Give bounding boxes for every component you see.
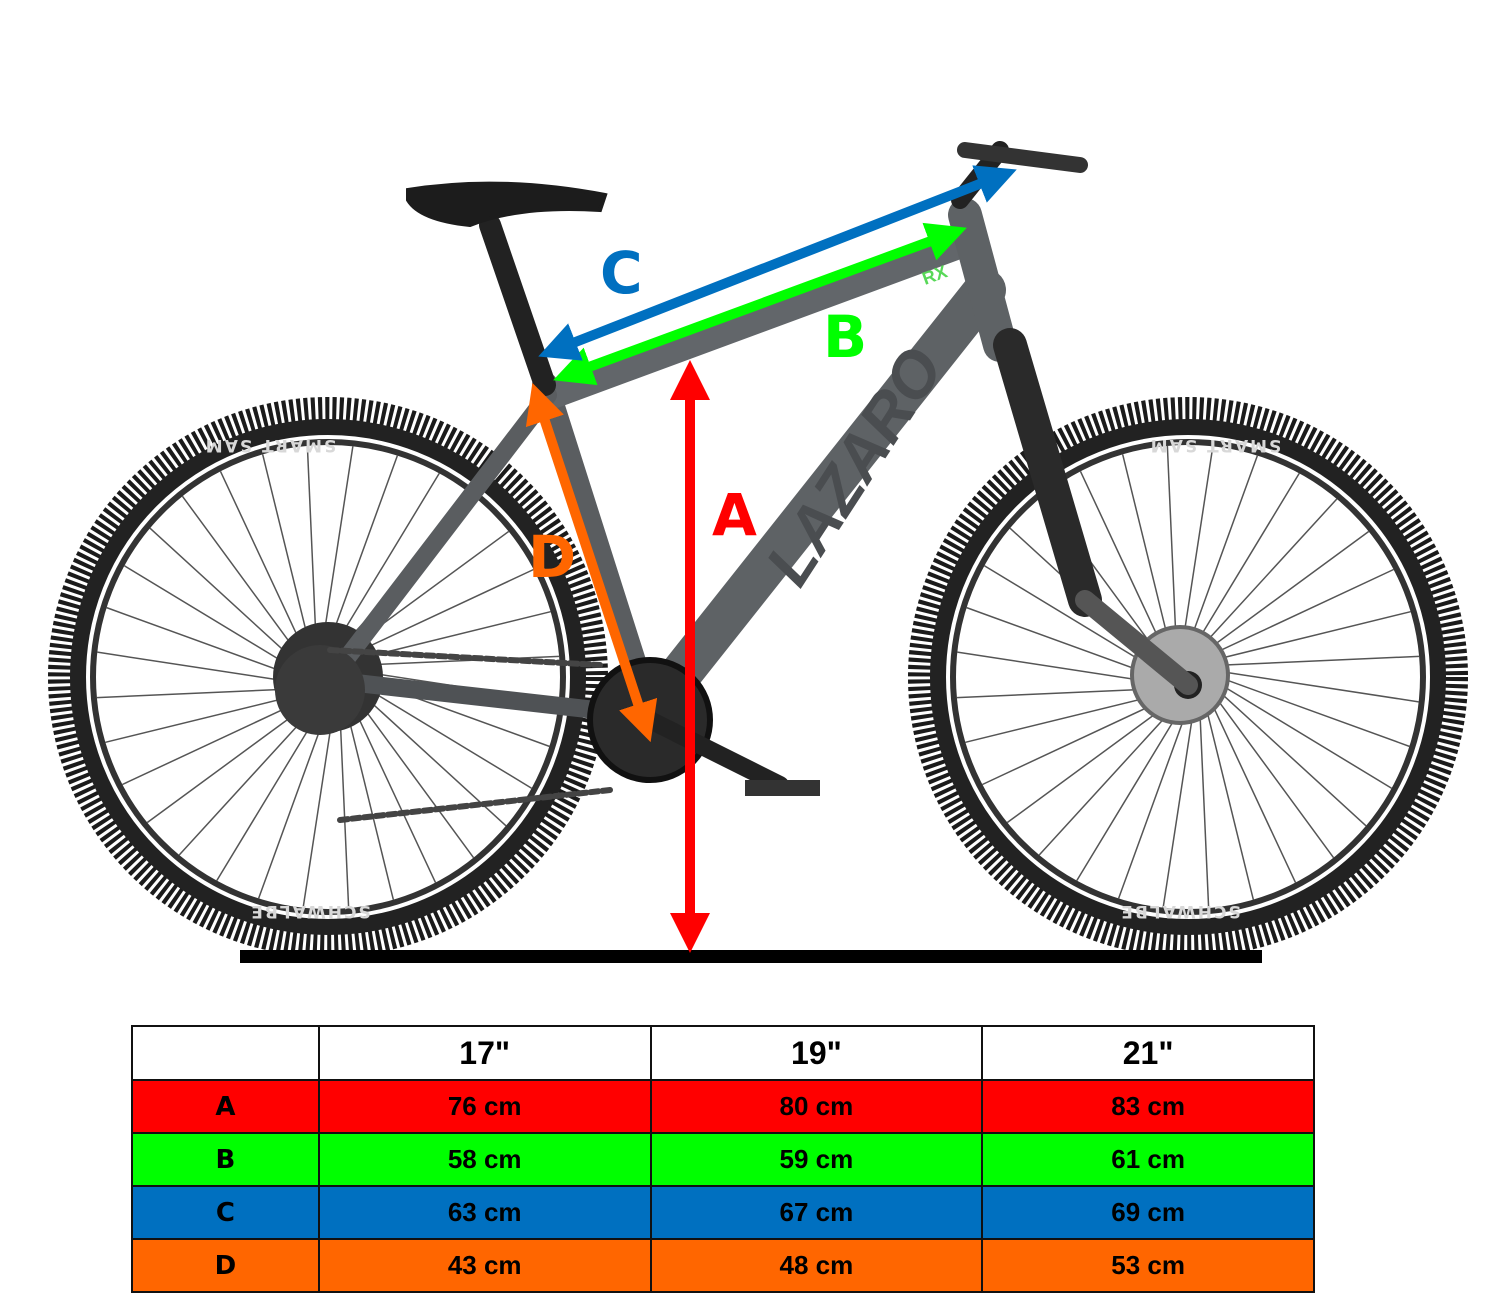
table-cell: 48 cm xyxy=(649,1238,984,1293)
header-cell: 21" xyxy=(981,1025,1315,1081)
table-cell: 61 cm xyxy=(981,1132,1315,1187)
ground-line xyxy=(240,950,1262,963)
header-cell xyxy=(131,1025,320,1081)
row-label: B xyxy=(131,1132,320,1187)
spoke xyxy=(1076,696,1189,881)
table-header-row: 17" 19" 21" xyxy=(131,1025,1315,1081)
table-cell: 83 cm xyxy=(981,1079,1315,1134)
table-cell: 43 cm xyxy=(317,1238,652,1293)
front-wheel xyxy=(908,397,1468,957)
spoke xyxy=(1201,690,1255,900)
table-row: A 76 cm 80 cm 83 cm xyxy=(131,1079,1315,1134)
spoke xyxy=(1006,694,1181,824)
label-a: A xyxy=(712,481,757,549)
measurement-arrow-d xyxy=(525,382,658,743)
table-cell: 80 cm xyxy=(649,1079,984,1134)
spoke xyxy=(1166,445,1178,661)
front-tire-logo-smart-sam: SMART SAM xyxy=(1149,435,1281,455)
row-label: C xyxy=(131,1185,320,1240)
front-tire-logo-schwalbe: SCHWALBE xyxy=(1119,901,1241,921)
table-cell: 53 cm xyxy=(981,1238,1315,1293)
spoke xyxy=(1207,676,1392,789)
measurement-arrow-c xyxy=(538,165,1017,361)
row-label: A xyxy=(131,1079,320,1134)
spoke xyxy=(1191,498,1338,658)
spoke xyxy=(1205,684,1335,859)
spoke xyxy=(1038,696,1185,856)
table-cell: 69 cm xyxy=(981,1185,1315,1240)
brand-logo: LAZARO xyxy=(751,335,957,598)
table-cell: 63 cm xyxy=(317,1185,652,1240)
label-b: B xyxy=(823,303,867,371)
spoke xyxy=(1195,530,1370,660)
size-table: 17" 19" 21" A 76 cm 80 cm 83 cm B 58 cm 59 cm 6… xyxy=(131,1025,1315,1293)
spoke xyxy=(1198,693,1210,909)
spoke xyxy=(1206,668,1419,703)
table-cell: 58 cm xyxy=(317,1132,652,1187)
spoke xyxy=(1117,696,1193,899)
spoke xyxy=(1203,687,1297,883)
table-row: D 43 cm 48 cm 53 cm xyxy=(131,1238,1315,1293)
spoke xyxy=(1201,610,1411,664)
spoke xyxy=(1183,455,1259,658)
label-d: D xyxy=(528,523,576,591)
spoke xyxy=(1162,695,1197,908)
header-cell: 17" xyxy=(317,1025,652,1081)
spoke xyxy=(1207,680,1367,827)
spoke xyxy=(1179,446,1214,659)
rear-tire-logo-schwalbe: SCHWALBE xyxy=(249,901,371,921)
spoke xyxy=(1198,568,1394,662)
rear-tire-logo-smart-sam: SMART SAM xyxy=(204,435,336,455)
spoke xyxy=(1204,655,1420,667)
table-cell: 76 cm xyxy=(317,1079,652,1134)
table-row: B 58 cm 59 cm 61 cm xyxy=(131,1132,1315,1187)
header-cell: 19" xyxy=(649,1025,984,1081)
bike-diagram: SMART SAM SMART SAM SCHWALBE SCHWALBE LA… xyxy=(48,141,1468,963)
table-cell: 59 cm xyxy=(649,1132,984,1187)
spoke xyxy=(1207,672,1410,748)
row-label: D xyxy=(131,1238,320,1293)
spoke xyxy=(1187,473,1300,658)
label-c: C xyxy=(600,239,643,307)
table-cell: 67 cm xyxy=(649,1185,984,1240)
table-row: C 63 cm 67 cm 69 cm xyxy=(131,1185,1315,1240)
